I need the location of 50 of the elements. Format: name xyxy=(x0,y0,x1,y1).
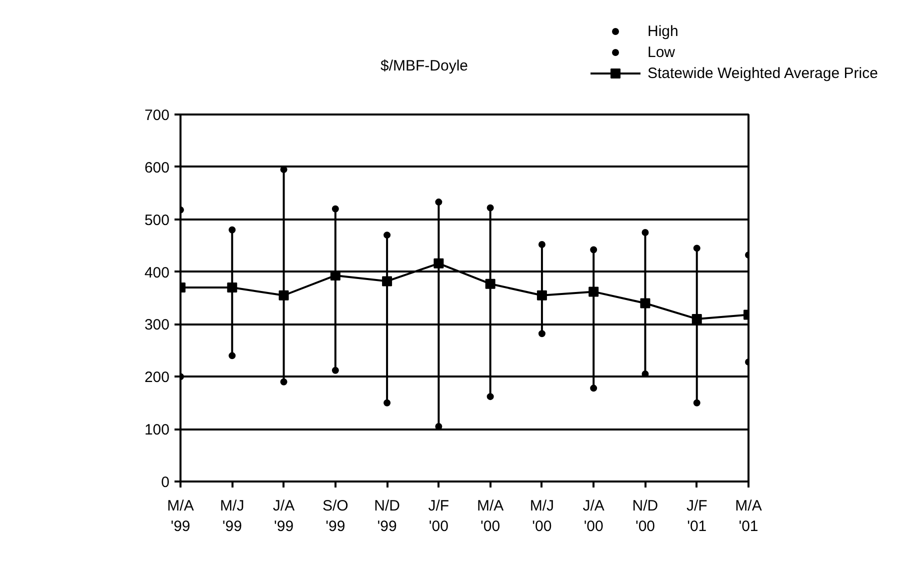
x-tick-label: J/A '00 xyxy=(582,498,604,535)
point xyxy=(435,198,442,206)
point xyxy=(228,352,236,360)
y-tick-label: 100 xyxy=(144,422,170,439)
point xyxy=(280,378,288,386)
x-tick-label: J/F '00 xyxy=(428,498,450,535)
point xyxy=(332,205,339,212)
point xyxy=(590,246,598,254)
y-axis-title: $/MBF-Doyle xyxy=(380,58,468,74)
point xyxy=(536,290,547,300)
point xyxy=(384,232,391,239)
point xyxy=(538,241,546,248)
point xyxy=(588,286,599,297)
x-tick-label: M/J '00 xyxy=(530,498,554,535)
point xyxy=(382,276,392,286)
legend-label: Statewide Weighted Average Price xyxy=(648,65,878,82)
point xyxy=(590,384,598,392)
point xyxy=(642,228,649,236)
x-tick-label: M/A '99 xyxy=(167,498,194,535)
point xyxy=(384,399,391,406)
y-tick-label: 0 xyxy=(161,474,170,491)
point xyxy=(486,204,494,212)
y-tick-label: 300 xyxy=(144,316,170,334)
x-tick-label: J/A '99 xyxy=(272,498,295,535)
point xyxy=(692,314,702,324)
point xyxy=(332,366,339,374)
x-tick-label: M/A '00 xyxy=(476,498,504,535)
y-tick-label: 500 xyxy=(144,212,170,229)
y-tick-label: 400 xyxy=(144,264,170,282)
legend-label: Low xyxy=(648,44,676,61)
y-tick-label: 200 xyxy=(144,369,170,386)
point xyxy=(278,290,289,300)
point xyxy=(693,399,700,406)
x-tick-label: S/O '99 xyxy=(322,498,348,535)
x-tick-label: M/A '01 xyxy=(735,498,762,535)
point xyxy=(485,278,496,289)
y-tick-label: 600 xyxy=(144,159,170,176)
x-tick-label: M/J '99 xyxy=(220,498,244,535)
x-tick-label: N/D '99 xyxy=(374,498,400,535)
legend-label: High xyxy=(648,23,678,40)
x-tick-label: N/D '00 xyxy=(632,498,658,535)
point xyxy=(227,282,238,293)
point xyxy=(693,244,700,252)
x-tick-label: J/F '01 xyxy=(686,498,708,535)
point xyxy=(538,330,546,338)
point xyxy=(228,226,236,234)
point xyxy=(640,298,650,308)
y-tick-label: 700 xyxy=(144,107,170,124)
point xyxy=(434,258,444,268)
point xyxy=(486,393,494,400)
